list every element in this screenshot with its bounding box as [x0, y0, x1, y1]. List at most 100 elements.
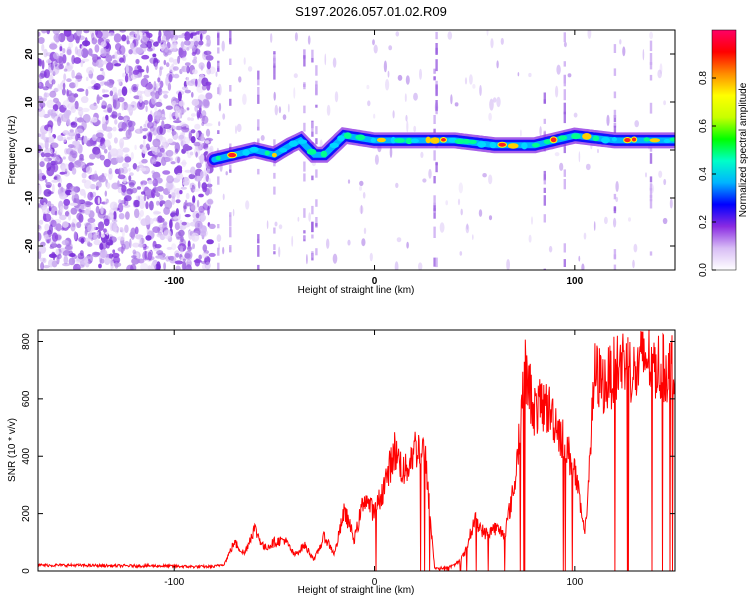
streak-segment [613, 207, 617, 214]
ridge-blob [306, 148, 317, 155]
noise-speckle [108, 83, 114, 88]
noise-speckle [387, 70, 390, 78]
noise-speckle [585, 163, 591, 171]
noise-speckle [406, 241, 409, 249]
noise-speckle [184, 169, 192, 173]
streak-segment [229, 85, 232, 92]
noise-speckle [182, 45, 187, 52]
noise-speckle [41, 131, 46, 141]
noise-speckle [202, 98, 210, 107]
y-tick-label: 200 [21, 505, 32, 522]
ridge-blob [489, 141, 497, 149]
noise-speckle [190, 202, 197, 211]
noise-speckle [200, 133, 205, 143]
noise-speckle [488, 174, 493, 185]
noise-speckle [101, 30, 109, 39]
noise-speckle [82, 113, 91, 123]
noise-speckle [158, 87, 163, 96]
noise-speckle [114, 63, 122, 67]
noise-speckle [153, 41, 159, 47]
noise-speckle [472, 234, 474, 241]
streak-segment [273, 244, 276, 251]
noise-speckle [38, 245, 47, 254]
ridge-blob [531, 143, 540, 148]
noise-speckle [152, 178, 158, 187]
noise-speckle [238, 76, 242, 83]
noise-speckle [46, 59, 52, 64]
noise-speckle [42, 207, 49, 215]
noise-speckle [209, 145, 214, 153]
noise-speckle [38, 251, 42, 260]
x-tick-label: 100 [566, 577, 583, 588]
noise-speckle [125, 119, 133, 128]
noise-speckle [159, 67, 162, 77]
noise-speckle [266, 220, 269, 230]
streak-segment [433, 150, 436, 161]
noise-speckle [105, 239, 114, 246]
streak-segment [315, 199, 318, 207]
streak-segment [433, 195, 436, 206]
streak-segment [229, 98, 232, 106]
streak-segment [435, 162, 438, 173]
noise-speckle [413, 92, 418, 101]
noise-speckle [112, 256, 121, 264]
noise-speckle [143, 123, 146, 128]
noise-speckle [80, 96, 89, 104]
noise-speckle [62, 130, 70, 136]
streak-segment [311, 175, 314, 181]
streak-segment [433, 208, 436, 219]
noise-speckle [70, 145, 76, 149]
streak-segment [217, 63, 220, 67]
noise-speckle [190, 129, 196, 134]
noise-speckle [205, 55, 214, 61]
noise-speckle [181, 261, 187, 270]
noise-speckle [96, 58, 104, 68]
noise-speckle [218, 102, 222, 112]
noise-speckle [373, 113, 376, 119]
streak-segment [649, 40, 653, 52]
noise-speckle [363, 227, 367, 234]
noise-speckle [153, 80, 157, 91]
noise-speckle [97, 197, 101, 205]
noise-speckle [162, 30, 169, 35]
streak-segment [433, 257, 436, 267]
noise-speckle [194, 123, 201, 130]
streak-segment [273, 51, 276, 55]
noise-speckle [406, 120, 409, 133]
noise-speckle [200, 33, 203, 42]
noise-speckle [143, 138, 146, 148]
noise-speckle [44, 139, 49, 150]
noise-speckle [196, 110, 201, 118]
noise-speckle [182, 258, 186, 262]
noise-speckle [165, 34, 170, 43]
ridge-blob [337, 135, 345, 142]
noise-speckle [159, 200, 166, 205]
noise-speckle [459, 251, 463, 256]
streak-segment [649, 53, 653, 65]
noise-speckle [198, 254, 202, 260]
streak-segment [543, 195, 546, 206]
ridge-blob [411, 138, 419, 143]
noise-speckle [192, 69, 198, 75]
noise-speckle [111, 260, 115, 269]
noise-speckle [53, 97, 59, 104]
noise-speckle [147, 265, 152, 270]
noise-speckle [54, 160, 58, 165]
noise-speckle [204, 123, 213, 127]
noise-speckle [43, 202, 46, 206]
noise-speckle [63, 255, 69, 265]
noise-speckle [59, 52, 64, 57]
streak-segment [543, 179, 546, 185]
noise-speckle [114, 51, 118, 60]
noise-speckle [450, 94, 453, 105]
noise-speckle [528, 234, 532, 243]
noise-speckle [69, 150, 78, 157]
noise-speckle [195, 213, 200, 219]
noise-speckle [184, 62, 191, 66]
ridge-blob [631, 136, 638, 143]
noise-speckle [205, 92, 213, 100]
noise-speckle [147, 114, 153, 123]
noise-speckle [469, 74, 473, 85]
streak-segment [311, 49, 314, 58]
noise-speckle [152, 53, 157, 58]
